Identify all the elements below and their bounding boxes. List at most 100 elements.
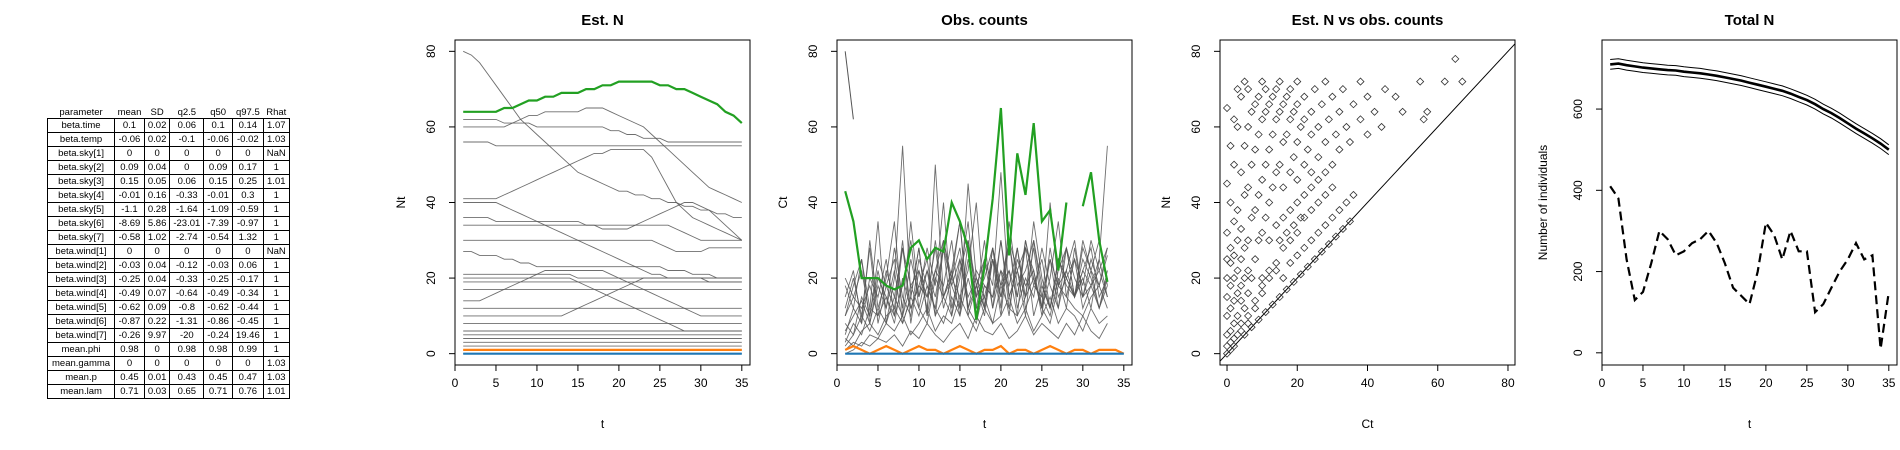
table-row: beta.time 0.1 0.02 0.06 0.1 0.14 1.07 [46,118,290,133]
plot-area [1609,58,1890,349]
scatter-point [1328,183,1337,192]
scatter-point [1314,122,1323,131]
scatter-point [1310,85,1319,94]
scatter-point [1244,311,1253,320]
scatter-point [1268,130,1277,139]
scatter-point [1258,274,1267,283]
column-header: q50 [210,106,227,118]
table-cell: 1.01 [262,384,290,399]
series-line [1610,58,1890,146]
table-row: beta.sky[5] -1.1 0.28 -1.64 -1.09 -0.59 1 [46,202,290,217]
highlight-series-line [463,80,743,124]
scatter-point [1226,281,1235,290]
scatter-point [1258,175,1267,184]
x-tick-label: 30 [1841,376,1855,390]
scatter-point [1229,217,1239,226]
scatter-point [1272,85,1281,94]
scatter-point [1237,296,1246,305]
scatter-point [1244,289,1253,298]
chart-title: Total N [1725,12,1775,29]
scatter-point [1240,330,1249,339]
column-header: SD [150,106,164,118]
series-line [844,295,1108,351]
scatter-point [1328,213,1337,222]
series-line [844,221,1108,343]
table-row: mean.gamma 0 0 0 0 0 1.03 [46,356,290,371]
x-axis-label: t [601,417,605,431]
table-cell: 0.71 [114,384,145,399]
scatter-point [1314,198,1323,207]
chart-obs-counts: Obs. counts t Ct 0 5 10 15 20 25 30 35 0 20 40 60 80 [776,12,1133,431]
column-header: Rhat [266,106,287,118]
scatter-point [1328,92,1337,101]
scatter-point [1254,130,1263,139]
scatter-point [1226,338,1235,347]
scatter-point [1240,141,1249,150]
y-tick-label: 40 [424,196,438,210]
scatter-point [1331,232,1340,241]
scatter-point [1300,243,1309,252]
plot-area [844,51,1125,356]
scatter-point [1251,100,1260,109]
scatter-point [1289,153,1298,162]
scatter-point [1398,107,1407,116]
y-axis-label: Nt [394,196,408,209]
series-line [1609,185,1890,349]
scatter-point [1268,300,1277,309]
scatter-point [1233,266,1242,275]
scatter-point [1307,205,1316,215]
scatter-point [1254,190,1263,200]
scatter-point [1233,330,1242,339]
y-tick-label: 200 [1571,261,1585,281]
scatter-point [1282,92,1291,101]
scatter-point [1321,168,1330,177]
scatter-point [1244,85,1253,94]
scatter-point [1335,145,1344,154]
table-cell: -0.06 [114,132,145,147]
scatter-point [1275,292,1284,302]
scatter-point [1282,228,1291,237]
scatter-point [1286,168,1295,177]
chart-title: Est. N [581,12,624,29]
x-tick-label: 20 [994,376,1008,390]
scatter-point [1300,92,1309,101]
scatter-point [1293,100,1302,109]
parameter-table-container: parameter mean SD q2.5 q50 q97.5 Rhat beta.tim… [46,106,290,399]
scatter-point [1261,160,1270,169]
table-cell: -1.1 [114,202,145,217]
x-tick-label: 0 [1599,376,1606,390]
scatter-point [1233,205,1242,215]
scatter-point [1335,205,1344,215]
chart-title: Est. N vs obs. counts [1292,12,1444,29]
scatter-point [1265,145,1274,154]
scatter-point [1254,236,1263,245]
scatter-point [1251,304,1260,313]
x-tick-label: 5 [875,376,882,390]
scatter-point [1275,236,1284,245]
x-tick-label: 40 [1361,376,1375,390]
x-tick-label: 25 [653,376,667,390]
series-line [844,240,1108,324]
scatter-point [1261,213,1270,222]
scatter-point [1258,77,1267,86]
scatter-point [1363,130,1372,139]
column-header: q2.5 [177,106,197,118]
table-row: beta.sky[2] 0.09 0.04 0 0.09 0.17 1 [46,160,290,175]
x-tick-label: 20 [612,376,626,390]
y-tick-label: 60 [806,120,820,134]
scatter-point [1258,115,1267,124]
scatter-point [1237,168,1246,177]
x-tick-label: 10 [1677,376,1691,390]
scatter-point [1440,77,1449,86]
y-tick-label: 60 [424,120,438,134]
scatter-point [1342,198,1351,207]
table-cell: -0.26 [114,328,145,343]
scatter-point [1321,77,1330,86]
scatter-point [1349,190,1358,200]
x-axis-label: t [1748,417,1752,431]
scatter-point [1229,334,1239,343]
scatter-point [1307,183,1316,192]
scatter-point [1289,277,1298,286]
parameter-table-body: beta.time 0.1 0.02 0.06 0.1 0.14 1.07 beta.temp… [46,118,290,399]
table-row: mean.phi 0.98 0 0.98 0.98 0.99 1 [46,342,290,357]
